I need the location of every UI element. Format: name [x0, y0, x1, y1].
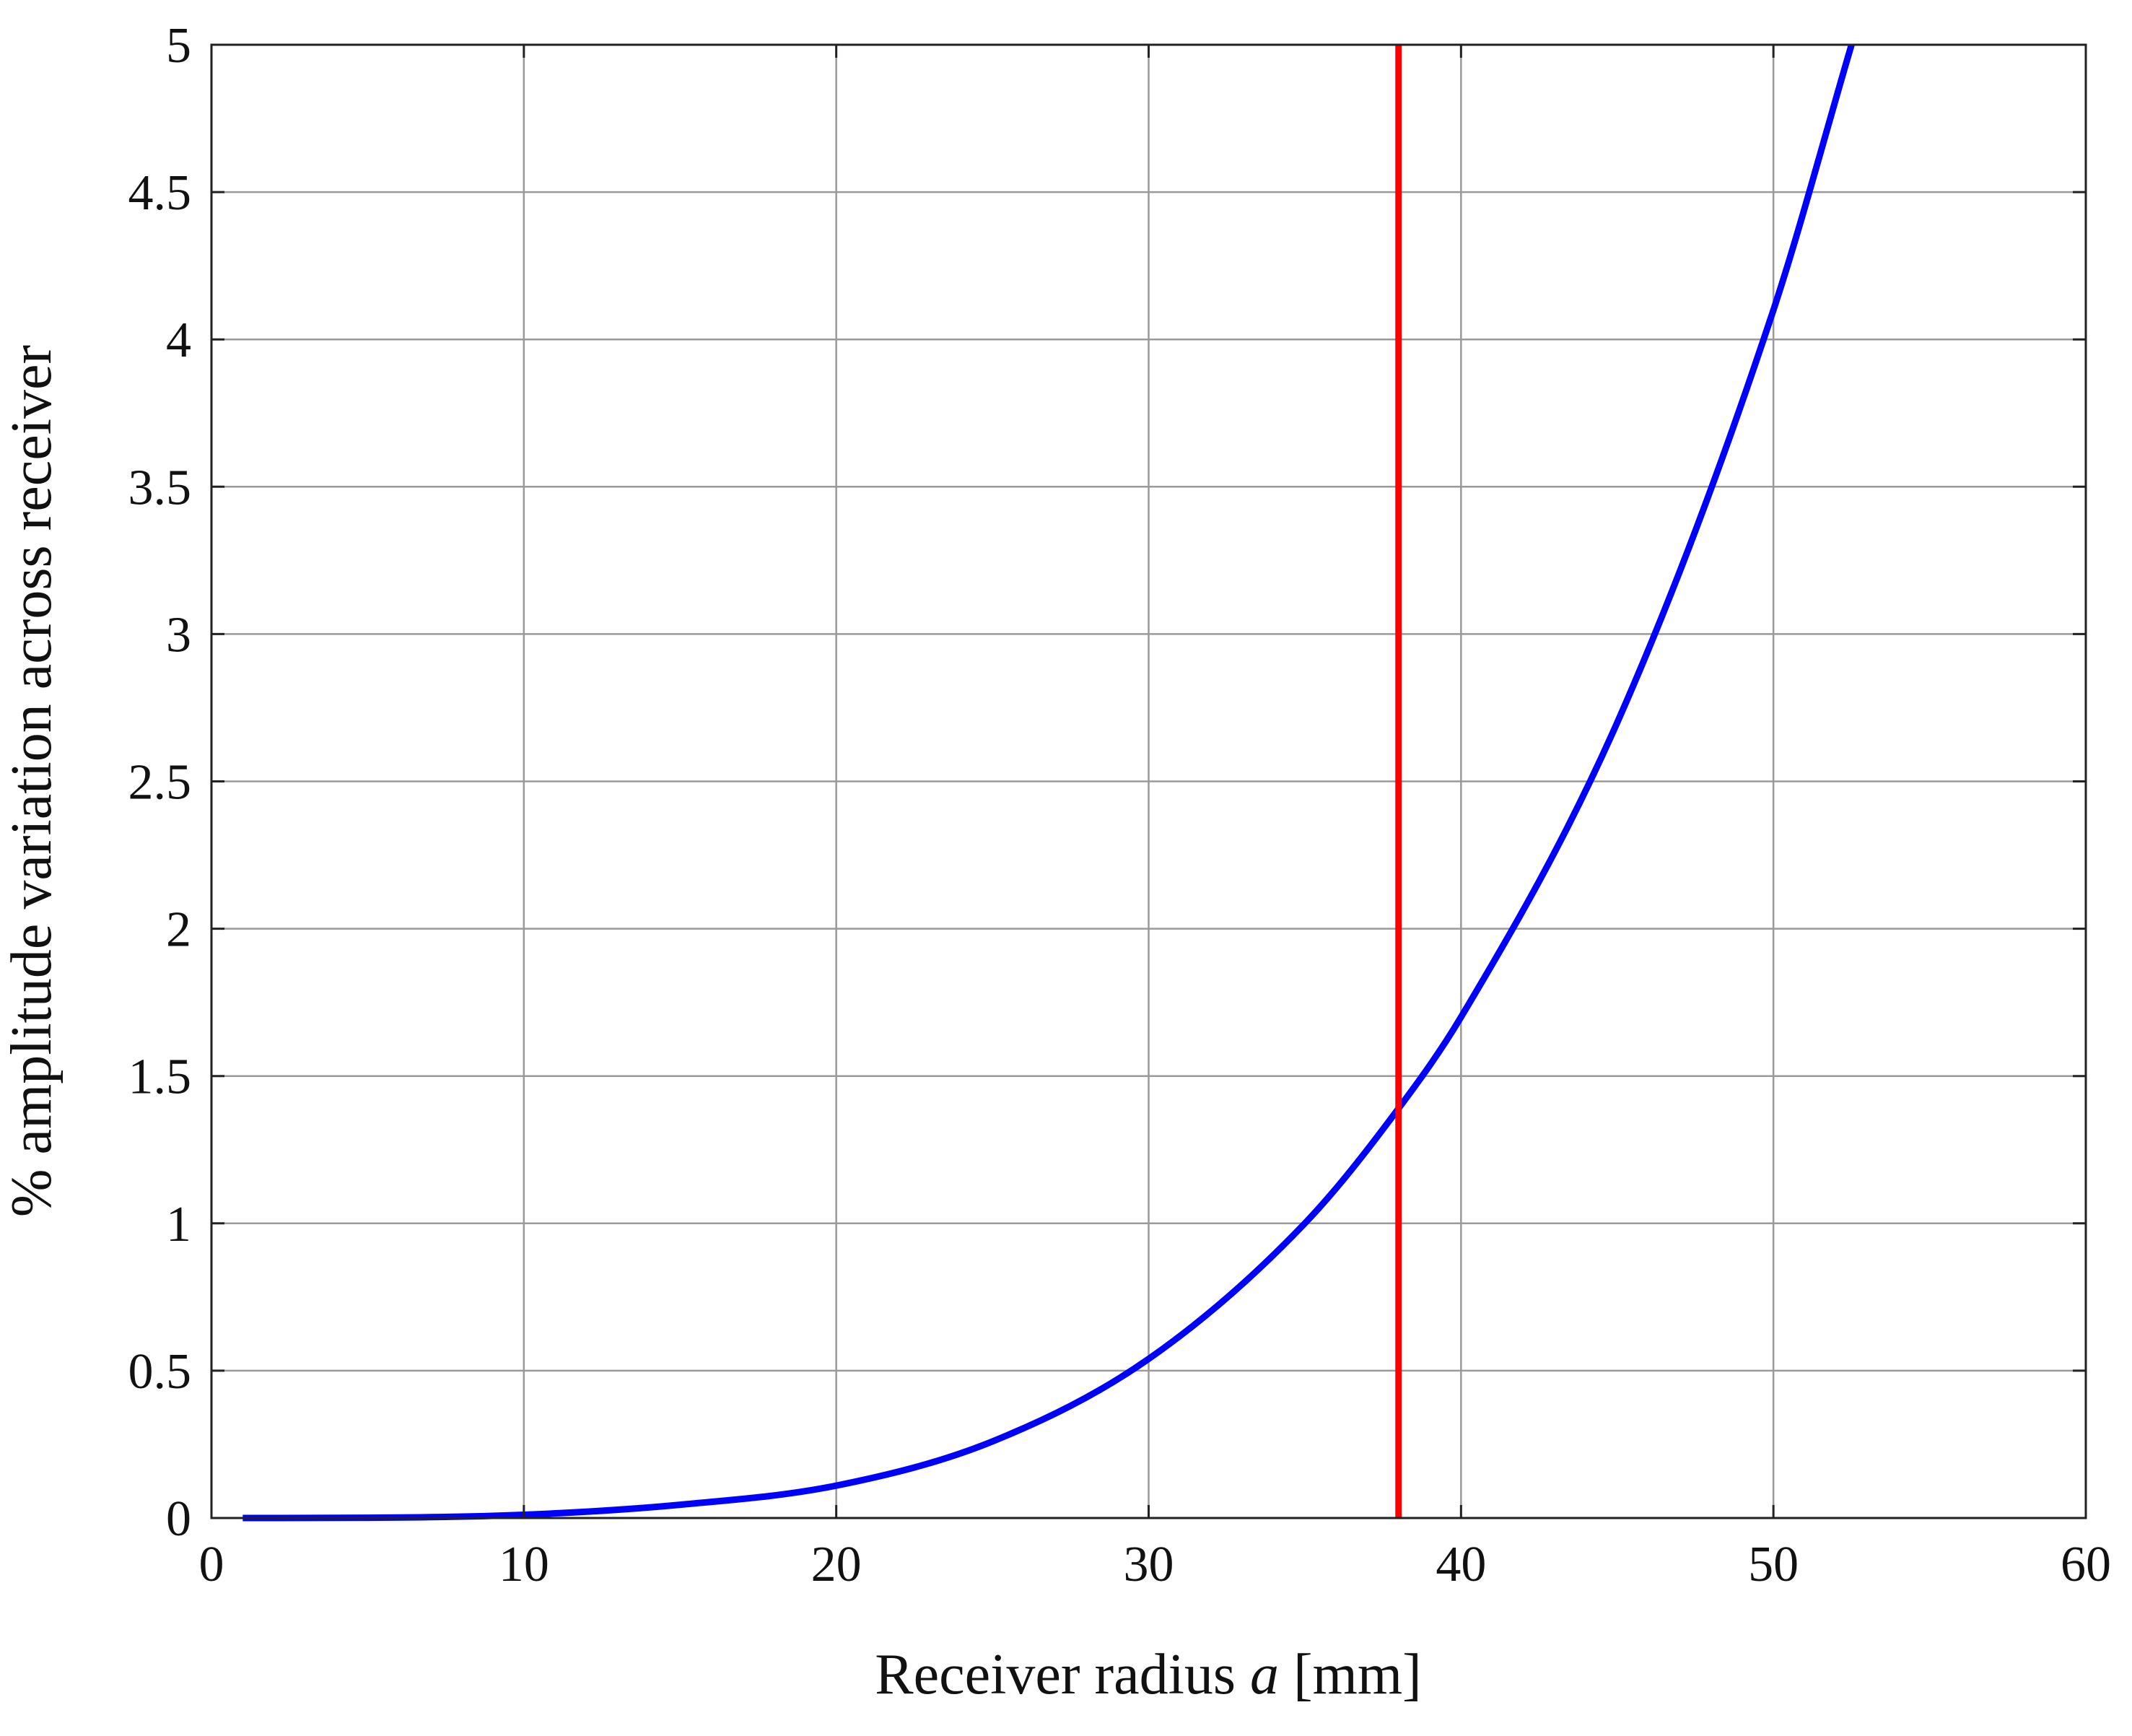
x-tick-label: 40 — [1436, 1537, 1486, 1592]
x-axis-label-variable: a — [1250, 1643, 1279, 1706]
series-line — [243, 43, 1855, 1522]
y-tick-label: 3.5 — [128, 460, 192, 515]
x-tick-label: 0 — [199, 1537, 224, 1592]
plot-area — [243, 43, 1855, 1522]
y-axis-label: % amplitude variation across receiver — [0, 345, 64, 1217]
y-tick-label: 1 — [166, 1197, 191, 1252]
y-tick-label: 5 — [166, 18, 191, 74]
y-tick-label: 0.5 — [128, 1344, 192, 1400]
y-tick-label: 2.5 — [128, 755, 192, 811]
y-axis: 0 0.5 1 1.5 2 2.5 3 3.5 4 4.5 5 — [128, 18, 2086, 1547]
grid — [211, 45, 2086, 1518]
y-tick-label: 3 — [166, 607, 191, 663]
y-tick-label: 0 — [166, 1491, 191, 1547]
y-tick-label: 4.5 — [128, 165, 192, 221]
x-axis-label-unit: [mm] — [1279, 1643, 1422, 1706]
x-tick-label: 60 — [2061, 1537, 2111, 1592]
x-axis: 0 10 20 30 40 50 60 — [199, 45, 2111, 1592]
x-axis-label-text: Receiver radius — [875, 1643, 1250, 1706]
x-axis-label: Receiver radius a [mm] — [875, 1643, 1422, 1706]
y-tick-label: 4 — [166, 313, 191, 368]
x-tick-label: 10 — [499, 1537, 549, 1592]
y-tick-label: 2 — [166, 902, 191, 958]
x-tick-label: 50 — [1748, 1537, 1799, 1592]
x-tick-label: 30 — [1124, 1537, 1174, 1592]
y-tick-label: 1.5 — [128, 1050, 192, 1105]
x-tick-label: 20 — [811, 1537, 862, 1592]
